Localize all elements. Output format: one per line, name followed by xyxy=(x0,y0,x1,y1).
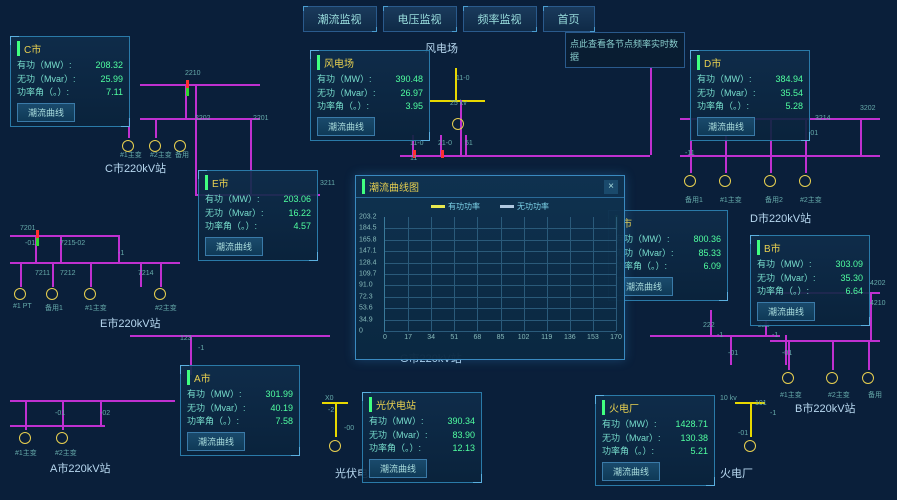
node-label: 备用 xyxy=(175,150,189,160)
node-label: 11-0 xyxy=(410,140,424,147)
node-label: #2主变 xyxy=(800,195,822,205)
node-label: 备用1 xyxy=(45,303,63,313)
node-label: -01 xyxy=(782,350,792,357)
station-label: D市220kV站 xyxy=(750,210,811,226)
node-label: -2 xyxy=(328,407,334,414)
panel-title: 光伏电站 xyxy=(369,397,475,412)
panel-a: A市 有功（MW）:301.99 无功（Mvar）:40.19 功率角（。）:7… xyxy=(180,365,300,456)
node-label: 101 xyxy=(755,400,767,407)
panel-b: B市 有功（MW）:303.09 无功（Mvar）:35.30 功率角（。）:6… xyxy=(750,235,870,326)
station-label: E市220kV站 xyxy=(100,315,161,331)
station-label: B市220kV站 xyxy=(795,400,856,416)
panel-e: E市 有功（MW）:203.06 无功（Mvar）:16.22 功率角（。）:4… xyxy=(198,170,318,261)
flow-curve-button[interactable]: 潮流曲线 xyxy=(205,237,263,256)
flow-curve-button[interactable]: 潮流曲线 xyxy=(369,459,427,478)
flow-curve-button[interactable]: 潮流曲线 xyxy=(317,117,375,136)
panel-title: E市 xyxy=(205,175,311,190)
node-label: -01 xyxy=(55,410,65,417)
node-label: #2主变 xyxy=(155,303,177,313)
node-label: 10 kv xyxy=(720,395,737,402)
panel-d: D市 有功（MW）:384.94 无功（Mvar）:35.54 功率角（。）:5… xyxy=(690,50,810,141)
node-label: #2主变 xyxy=(150,150,172,160)
panel-title: C市 xyxy=(17,41,123,56)
node-label: X0 xyxy=(325,395,334,402)
node-label: 4210 xyxy=(870,300,886,307)
node-label: 4202 xyxy=(870,280,886,287)
node-label: #1 PT xyxy=(13,303,32,310)
panel-hidden: 市 有功（MW）:800.36 无功（Mvar）:85.33 功率角（。）:6.… xyxy=(608,210,728,301)
station-label: 火电厂 xyxy=(720,465,753,481)
node-label: 11-0 xyxy=(456,75,470,82)
chart-legend: 有功功率 无功功率 xyxy=(356,198,624,215)
tab-freq[interactable]: 频率监视 xyxy=(463,6,537,32)
tab-flow[interactable]: 潮流监视 xyxy=(303,6,377,32)
node-label: 7214 xyxy=(138,270,154,277)
node-label: 备用2 xyxy=(765,195,783,205)
chart-grid: 203.2184.5165.8147.1128.4109.791.072.353… xyxy=(384,217,616,332)
node-label: #1主变 xyxy=(780,390,802,400)
tab-bar: 潮流监视 电压监视 频率监视 首页 xyxy=(303,6,595,32)
freq-tooltip: 点此查看各节点频率实时数据 xyxy=(565,32,685,68)
node-label: 21-0 xyxy=(438,140,452,147)
node-label: #1主变 xyxy=(720,195,742,205)
node-label: -01 xyxy=(738,430,748,437)
panel-title: B市 xyxy=(757,240,863,255)
panel-fire: 火电厂 有功（MW）:1428.71 无功（Mvar）:130.38 功率角（。… xyxy=(595,395,715,486)
node-label: 7215 xyxy=(60,240,76,247)
node-label: -00 xyxy=(344,425,354,432)
station-label: A市220kV站 xyxy=(50,460,111,476)
node-label: 备用1 xyxy=(685,195,703,205)
node-label: #2主变 xyxy=(55,448,77,458)
flow-curve-button[interactable]: 潮流曲线 xyxy=(187,432,245,451)
panel-title: 风电场 xyxy=(317,55,423,70)
node-label: 7201 xyxy=(20,225,36,232)
node-label: 7211 xyxy=(35,270,50,277)
node-label: -1 xyxy=(772,332,778,339)
panel-title: A市 xyxy=(187,370,293,385)
node-label: 25 kv xyxy=(450,100,467,107)
node-label: 3214 xyxy=(815,115,831,122)
node-label: -01 xyxy=(728,350,738,357)
flow-curve-button[interactable]: 潮流曲线 xyxy=(602,462,660,481)
panel-title: D市 xyxy=(697,55,803,70)
node-label: -1 xyxy=(118,250,124,257)
node-label: 11 xyxy=(410,155,417,162)
node-label: -02 xyxy=(100,410,110,417)
node-label: -1 xyxy=(717,332,723,339)
node-label: 2201 xyxy=(253,115,269,122)
panel-c: C市 有功（MW）:208.32 无功（Mvar）:25.99 功率角（。）:7… xyxy=(10,36,130,127)
flow-curve-button[interactable]: 潮流曲线 xyxy=(697,117,755,136)
node-label: 2210 xyxy=(185,70,201,77)
node-label: #1主变 xyxy=(85,303,107,313)
node-label: -1 xyxy=(770,410,776,417)
node-label: 7212 xyxy=(60,270,76,277)
station-label: C市220kV站 xyxy=(105,160,166,176)
flow-chart-modal: 潮流曲线图 × 有功功率 无功功率 203.2184.5165.8147.112… xyxy=(355,175,625,360)
tab-voltage[interactable]: 电压监视 xyxy=(383,6,457,32)
node-label: #2主变 xyxy=(828,390,850,400)
panel-title: 火电厂 xyxy=(602,400,708,415)
panel-pv: 光伏电站 有功（MW）:390.34 无功（Mvar）:83.90 功率角（。）… xyxy=(362,392,482,483)
node-label: -01 xyxy=(25,240,35,247)
panel-feng: 风电场 有功（MW）:390.48 无功（Mvar）:26.97 功率角（。）:… xyxy=(310,50,430,141)
tab-home[interactable]: 首页 xyxy=(543,6,595,32)
flow-curve-button[interactable]: 潮流曲线 xyxy=(757,302,815,321)
node-label: -1 xyxy=(198,345,204,352)
node-label: 51 xyxy=(465,140,473,147)
close-icon[interactable]: × xyxy=(604,180,618,194)
node-label: -02 xyxy=(75,240,85,247)
panel-title: 市 xyxy=(615,215,721,230)
node-label: #1主变 xyxy=(15,448,37,458)
node-label: 3202 xyxy=(860,105,876,112)
node-label: 3211 xyxy=(320,180,335,187)
node-label: -11 xyxy=(685,150,695,157)
node-label: #1主变 xyxy=(120,150,142,160)
flow-curve-button[interactable]: 潮流曲线 xyxy=(17,103,75,122)
node-label: 222 xyxy=(703,322,715,329)
node-label: 备用 xyxy=(868,390,882,400)
node-label: 123 xyxy=(180,335,192,342)
modal-title: 潮流曲线图 xyxy=(362,179,419,194)
node-label: 2202 xyxy=(195,115,211,122)
